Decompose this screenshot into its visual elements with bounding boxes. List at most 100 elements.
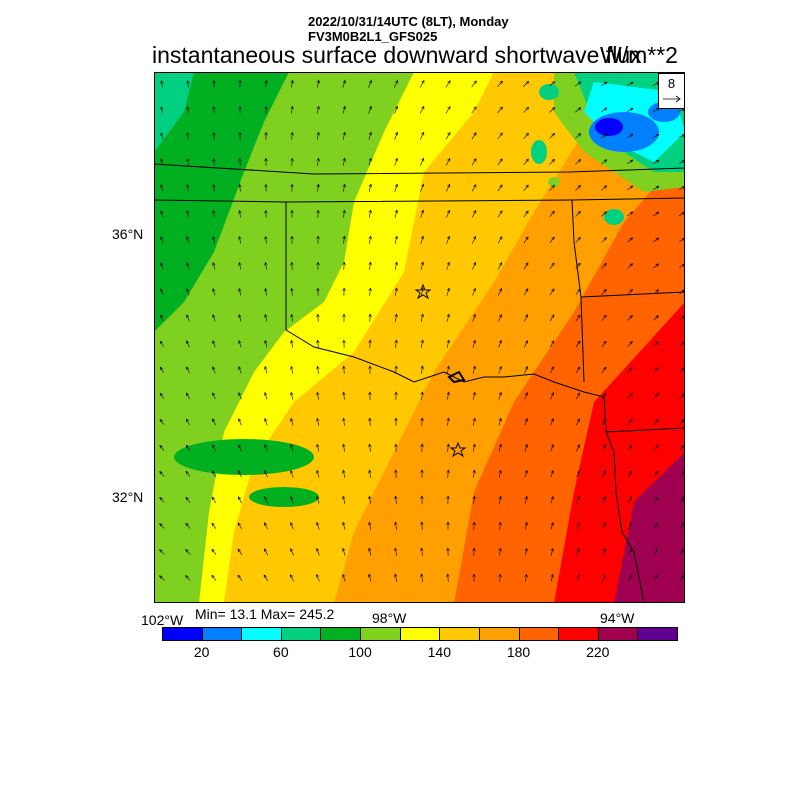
wind-arrow-head	[473, 132, 477, 136]
wind-arrow	[343, 418, 345, 426]
wind-arrow-head	[160, 262, 164, 267]
wind-arrow-head	[447, 132, 451, 136]
wind-arrow-head	[368, 79, 373, 84]
wind-arrow	[447, 470, 449, 478]
wind-arrow	[627, 263, 633, 269]
wind-arrow	[159, 523, 165, 529]
wind-arrow	[653, 237, 659, 243]
wind-arrow	[265, 80, 267, 88]
border-missouri-arkansas	[571, 197, 685, 201]
wind-arrow-head	[629, 107, 634, 111]
border-arkansas-louisiana	[605, 427, 685, 433]
wind-arrow	[161, 80, 163, 88]
wind-arrow-head	[316, 391, 320, 396]
wind-arrow	[212, 262, 216, 270]
wind-arrow-head	[472, 417, 476, 422]
wind-arrow-head	[525, 132, 529, 137]
wind-arrow-head	[316, 495, 320, 500]
wind-arrow	[524, 496, 528, 504]
wind-arrow	[394, 80, 398, 88]
wind-arrow-head	[368, 313, 372, 318]
wind-arrow-head	[316, 339, 320, 344]
wind-arrow	[576, 522, 580, 530]
wind-arrow-head	[524, 521, 528, 526]
wind-arrow-head	[447, 209, 451, 214]
wind-arrow-head	[524, 417, 529, 422]
wind-arrow-head	[524, 366, 529, 370]
wind-arrow-head	[629, 159, 634, 163]
wind-arrow-head	[211, 470, 215, 475]
wind-arrow-head	[577, 288, 581, 293]
wind-arrow-head	[238, 314, 242, 318]
wind-arrow-head	[186, 158, 190, 162]
wind-arrow	[471, 158, 477, 166]
wind-arrow	[239, 184, 241, 192]
wind-arrow-head	[316, 235, 320, 240]
cloud-cell-1	[531, 140, 547, 164]
wind-arrow	[213, 184, 215, 192]
wind-arrow	[421, 366, 423, 374]
wind-arrow	[473, 522, 475, 530]
wind-arrow-head	[238, 392, 242, 396]
wind-arrow-head	[446, 469, 450, 473]
wind-arrow-head	[186, 210, 190, 214]
wind-arrow-head	[212, 105, 216, 110]
wind-arrow-head	[186, 132, 190, 136]
cloud-cell-2	[539, 84, 559, 100]
wind-arrow	[602, 574, 606, 582]
wind-arrow-head	[550, 495, 554, 500]
wind-arrow	[446, 366, 450, 374]
wind-arrow-head	[238, 366, 242, 370]
wind-arrow	[160, 132, 164, 140]
wind-arrow-head	[524, 469, 528, 474]
wind-arrow-head	[525, 158, 529, 163]
wind-arrow	[264, 496, 268, 504]
wind-arrow	[421, 574, 423, 582]
wind-arrow	[368, 106, 372, 114]
wind-arrow	[369, 288, 371, 296]
wind-arrow	[394, 210, 398, 218]
wind-arrow-head	[524, 495, 528, 500]
wind-arrow-head	[394, 495, 398, 499]
wind-arrow	[471, 106, 477, 114]
wind-arrow	[575, 314, 581, 322]
wind-arrow-head	[238, 235, 242, 240]
wind-arrow	[497, 158, 503, 166]
wind-arrow-head	[550, 547, 554, 552]
wind-arrow	[627, 470, 633, 478]
wind-arrow-head	[264, 365, 268, 370]
wind-arrow-head	[655, 444, 659, 449]
wind-arrow-head	[238, 470, 242, 474]
wind-arrow-head	[472, 365, 477, 370]
wind-arrow-head	[160, 288, 164, 293]
wind-arrow-head	[421, 131, 425, 136]
wind-arrow	[549, 159, 555, 165]
wind-arrow-head	[263, 574, 267, 578]
wind-arrow	[627, 315, 633, 321]
wind-arrow	[317, 392, 319, 400]
wind-arrow-head	[551, 107, 556, 111]
wind-arrow-head	[472, 391, 476, 396]
wind-arrow	[652, 108, 660, 112]
wind-arrow-head	[186, 314, 190, 318]
wind-arrow	[549, 236, 555, 244]
wind-arrow	[160, 314, 164, 322]
wind-arrow	[653, 471, 659, 477]
wind-arrow-head	[681, 522, 685, 527]
colorbar-box	[399, 627, 441, 641]
colorbar-tick-label: 220	[586, 644, 610, 660]
wind-arrow-head	[629, 289, 633, 293]
wind-arrow	[368, 210, 372, 218]
wind-arrow	[290, 548, 294, 556]
wind-arrow-head	[628, 574, 632, 578]
wind-arrow	[575, 133, 581, 139]
wind-arrow	[420, 210, 424, 218]
wind-arrow	[497, 80, 503, 88]
wind-arrow	[549, 133, 555, 139]
wind-arrow	[421, 417, 423, 427]
wind-arrow-head	[186, 262, 190, 266]
wind-arrow-head	[629, 470, 633, 475]
wind-arrow-head	[524, 340, 529, 344]
wind-arrow	[576, 444, 580, 452]
wind-arrow	[549, 340, 555, 348]
